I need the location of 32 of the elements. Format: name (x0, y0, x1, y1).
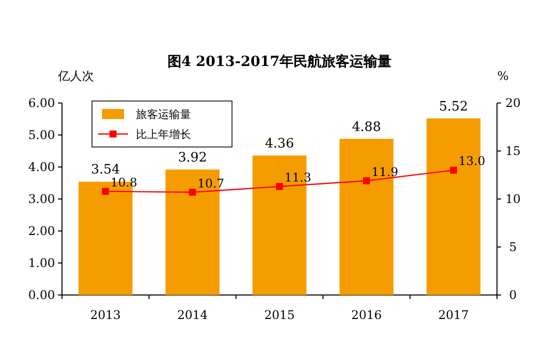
y2-tick-label: 5 (509, 240, 517, 254)
point (363, 177, 370, 184)
y-tick-label: 1.00 (28, 256, 55, 270)
data-label: 3.54 (91, 162, 120, 178)
y2-tick-label: 10 (505, 192, 521, 206)
point (276, 183, 283, 190)
y2-tick-label: 0 (509, 288, 517, 302)
y-tick-label: 2.00 (28, 224, 55, 238)
y2-tick-label: 20 (505, 96, 521, 110)
legend-label: 旅客运输量 (136, 108, 191, 121)
x-tick-label: 2015 (264, 308, 295, 322)
x-tick-label: 2017 (438, 308, 469, 322)
y-tick-label: 6.00 (28, 96, 55, 110)
legend-label: 比上年增长 (136, 128, 191, 141)
data-label: 5.52 (439, 99, 468, 114)
chart-title: 图4 2013-2017年民航旅客运输量 (167, 53, 392, 70)
x-tick-label: 2014 (177, 308, 208, 322)
y-tick-label: 0.00 (28, 288, 55, 302)
data-label: 4.88 (352, 120, 381, 135)
y-tick-label: 5.00 (28, 128, 55, 142)
y2-tick-label: 15 (505, 144, 521, 158)
x-tick-label: 2013 (90, 308, 121, 322)
y-axis-title: 亿人次 (57, 69, 94, 83)
x-tick-label: 2016 (351, 308, 382, 322)
y-tick-label: 3.00 (28, 192, 55, 206)
point (450, 166, 457, 174)
point (102, 188, 109, 195)
data-label: 3.92 (178, 150, 207, 166)
data-label: 4.36 (265, 136, 294, 152)
point (189, 188, 196, 196)
y2-axis-title: % (497, 69, 509, 83)
y-tick-label: 4.00 (28, 160, 55, 174)
